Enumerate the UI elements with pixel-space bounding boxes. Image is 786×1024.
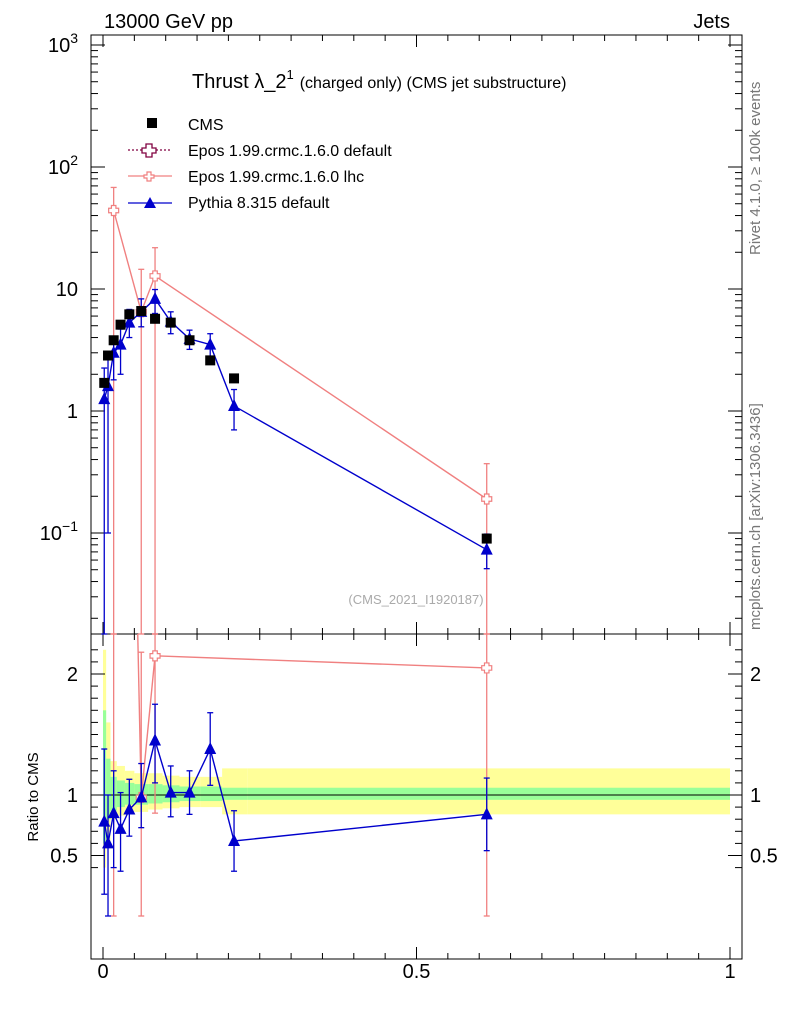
ratio-band-inner <box>222 787 248 800</box>
ratio-band-inner <box>106 758 111 820</box>
cms-data-point <box>99 377 110 388</box>
legend-marker-epos-lhc <box>143 171 155 182</box>
cms-data-point <box>205 355 216 366</box>
cms-data-point <box>184 335 195 346</box>
ratio-uncertainty-bands <box>103 649 730 868</box>
axis-ticks: 0 0.5 1 10−1 1 10 102 103 0.5 0.5 1 1 2 2 <box>40 30 778 983</box>
epos-lhc-ratio-point <box>481 662 493 674</box>
cms-data-point <box>150 313 161 324</box>
chart-title-main: Thrust λ_2 <box>192 71 286 93</box>
pythia-ratio-point <box>135 790 148 803</box>
y-tick-label-main: 10−1 <box>40 518 78 545</box>
y-tick-label-ratio-left: 2 <box>67 664 78 686</box>
pythia-point <box>204 337 217 350</box>
header-observable-group: Jets <box>693 11 730 33</box>
legend-label-epos-lhc: Epos 1.99.crmc.1.6.0 lhc <box>188 169 364 186</box>
epos-lhc-ratio-line <box>155 655 487 669</box>
pythia-point <box>480 542 493 555</box>
x-tick-label: 0 <box>97 961 108 983</box>
pythia-ratio-point <box>114 821 127 834</box>
epos-lhc-ratio-point <box>149 650 161 662</box>
ratio-band-inner <box>247 787 730 800</box>
pythia-ratio-point <box>102 836 115 849</box>
pythia-ratio-point <box>204 742 217 755</box>
side-label-mcplots: mcplots.cern.ch [arXiv:1306.3436] <box>747 403 764 630</box>
pythia-ratio-line <box>103 737 487 844</box>
pythia-point <box>98 392 111 405</box>
chart-title-superscript: 1 <box>286 67 293 82</box>
pythia-point <box>123 315 136 328</box>
y-tick-label-main: 10 <box>56 279 78 301</box>
pythia-ratio-point <box>228 833 241 846</box>
legend-marker-cms <box>147 118 157 128</box>
y-tick-label-ratio-left: 1 <box>67 785 78 807</box>
legend-entry-pythia: Pythia 8.315 default <box>128 195 330 212</box>
cms-data-point <box>165 317 176 328</box>
epos-lhc-line <box>112 210 488 500</box>
x-tick-label: 1 <box>724 961 735 983</box>
ratio-series-layer <box>98 633 493 917</box>
y-tick-label-ratio-right: 2 <box>750 664 761 686</box>
ratio-band-inner <box>200 786 223 802</box>
cms-data-point <box>136 306 147 317</box>
side-label-rivet: Rivet 4.1.0, ≥ 100k events <box>747 82 764 255</box>
x-tick-label: 0.5 <box>403 961 431 983</box>
ratio-axis-label: Ratio to CMS <box>25 752 42 841</box>
y-tick-label-main: 103 <box>48 30 78 57</box>
chart-title-subtitle: (charged only) (CMS jet substructure) <box>300 75 567 92</box>
chart-title: Thrust λ_21 (charged only) (CMS jet subst… <box>192 67 566 93</box>
header-energy-label: 13000 GeV pp <box>104 11 233 33</box>
legend-marker-epos-default <box>141 143 157 158</box>
legend: CMS Epos 1.99.crmc.1.6.0 default Epos 1.… <box>128 117 392 212</box>
cms-data-point <box>124 309 135 320</box>
legend-entry-epos-lhc: Epos 1.99.crmc.1.6.0 lhc <box>128 169 364 186</box>
pythia-point <box>149 291 162 304</box>
y-tick-label-ratio-right: 0.5 <box>750 846 778 868</box>
cms-data-point <box>115 319 126 330</box>
cms-data-point <box>108 335 119 346</box>
pythia-ratio-point <box>123 802 136 815</box>
pythia-ratio-point <box>164 785 177 798</box>
pythia-ratio-point <box>98 814 111 827</box>
cms-data-point <box>103 350 114 361</box>
cms-data-point <box>229 373 240 384</box>
epos-lhc-point <box>149 270 161 282</box>
legend-entry-epos-default: Epos 1.99.crmc.1.6.0 default <box>128 143 392 160</box>
pythia-point <box>114 337 127 350</box>
pythia-ratio-point <box>149 733 162 746</box>
epos-lhc-point <box>108 204 120 217</box>
epos-lhc-point <box>481 493 493 505</box>
pythia-ratio-point <box>183 785 196 798</box>
pythia-line <box>103 297 488 551</box>
y-tick-label-ratio-right: 1 <box>750 785 761 807</box>
cms-data-point <box>481 533 492 544</box>
y-tick-label-ratio-left: 0.5 <box>50 846 78 868</box>
main-series-layer <box>98 186 493 635</box>
pythia-point <box>228 398 241 411</box>
epos-lhc-ratio-line <box>140 655 156 798</box>
legend-label-pythia: Pythia 8.315 default <box>188 195 330 212</box>
legend-marker-pythia <box>144 197 156 208</box>
y-tick-label-main: 102 <box>48 152 78 179</box>
legend-entry-cms: CMS <box>147 117 224 134</box>
legend-label-epos-default: Epos 1.99.crmc.1.6.0 default <box>188 143 392 160</box>
legend-label-cms: CMS <box>188 117 224 134</box>
analysis-watermark: (CMS_2021_I1920187) <box>348 592 483 607</box>
pythia-ratio-point <box>480 807 493 820</box>
y-tick-label-main: 1 <box>67 401 78 423</box>
pythia-ratio-point <box>107 806 120 819</box>
